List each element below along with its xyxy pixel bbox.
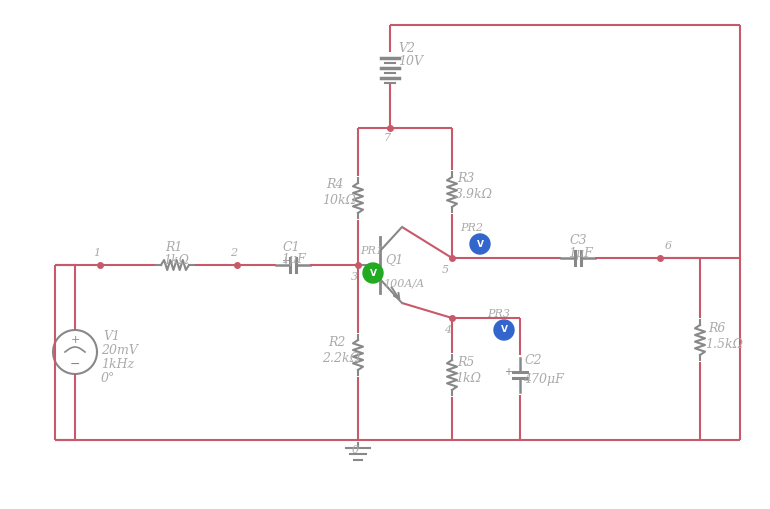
Circle shape (494, 320, 514, 340)
Text: Q1: Q1 (385, 253, 403, 267)
Text: +: + (504, 367, 512, 377)
Text: 0°: 0° (101, 373, 116, 385)
Text: C3: C3 (570, 234, 588, 246)
Text: V: V (477, 240, 484, 248)
Text: +: + (281, 256, 289, 266)
Text: −: − (70, 357, 80, 371)
Text: 3.9kΩ: 3.9kΩ (455, 187, 493, 201)
Text: C2: C2 (525, 353, 543, 366)
Text: 470μF: 470μF (523, 374, 564, 386)
Text: C1: C1 (283, 240, 300, 253)
Text: 1μF: 1μF (281, 253, 306, 267)
Text: R3: R3 (457, 172, 474, 184)
Text: 100A/A: 100A/A (383, 278, 424, 288)
Text: PR2: PR2 (460, 223, 483, 233)
Text: 1kΩ: 1kΩ (455, 373, 481, 385)
Circle shape (470, 234, 490, 254)
Text: 7: 7 (383, 133, 390, 143)
Text: 1.5kΩ: 1.5kΩ (705, 337, 743, 351)
Text: V1: V1 (103, 329, 120, 343)
Text: PR3: PR3 (487, 309, 510, 319)
Text: V: V (370, 269, 377, 277)
Text: V2: V2 (398, 42, 415, 54)
Text: R6: R6 (708, 322, 725, 334)
Text: V: V (500, 325, 507, 334)
Text: 2: 2 (230, 248, 238, 258)
Text: 1kΩ: 1kΩ (163, 253, 189, 267)
Text: 10V: 10V (398, 54, 423, 68)
Text: 1: 1 (93, 248, 101, 258)
Text: 5: 5 (442, 265, 449, 275)
Text: 1μF: 1μF (568, 246, 593, 260)
Text: R2: R2 (328, 336, 346, 350)
Circle shape (363, 263, 383, 283)
Text: R4: R4 (326, 178, 343, 190)
Text: 1kHz: 1kHz (101, 358, 134, 372)
Text: R5: R5 (457, 356, 474, 370)
Text: 20mV: 20mV (101, 344, 138, 356)
Text: 2.2kΩ: 2.2kΩ (322, 353, 360, 365)
Text: 0: 0 (351, 445, 359, 455)
Text: 6: 6 (665, 241, 672, 251)
Text: 4: 4 (444, 325, 451, 335)
Text: PR1: PR1 (360, 246, 383, 256)
Text: 10kΩ: 10kΩ (322, 193, 356, 207)
Text: R1: R1 (165, 240, 182, 253)
Text: 3: 3 (350, 272, 357, 282)
Text: +: + (70, 335, 79, 345)
